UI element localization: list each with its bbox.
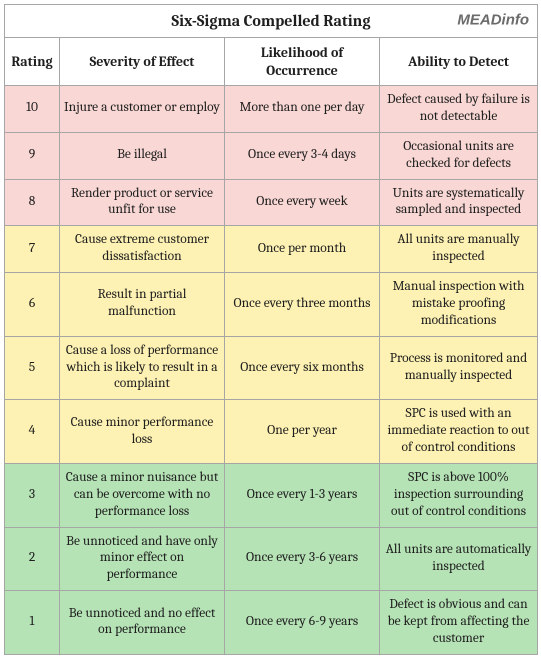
cell-likelihood: Once per month	[225, 226, 380, 273]
cell-detect: All units are manually inspected	[380, 226, 538, 273]
cell-rating: 5	[5, 336, 60, 400]
table-row: 1Be unnoticed and no effect on performan…	[5, 591, 538, 655]
cell-rating: 1	[5, 591, 60, 655]
table-row: 7Cause extreme customer dissatisfactionO…	[5, 226, 538, 273]
col-header-detect: Ability to Detect	[380, 38, 538, 86]
cell-severity: Render product or service unfit for use	[60, 179, 225, 226]
cell-likelihood: Once every six months	[225, 336, 380, 400]
col-header-likelihood: Likelihood of Occurrence	[225, 38, 380, 86]
title-row: Six-Sigma Compelled Rating MEADinfo	[5, 5, 538, 38]
cell-detect: Process is monitored and manually inspec…	[380, 336, 538, 400]
table-row: 3Cause a minor nuisance but can be overc…	[5, 463, 538, 527]
table-row: 8Render product or service unfit for use…	[5, 179, 538, 226]
col-header-rating: Rating	[5, 38, 60, 86]
cell-likelihood: Once every 1-3 years	[225, 463, 380, 527]
cell-likelihood: Once every three months	[225, 273, 380, 337]
table-title: Six-Sigma Compelled Rating	[172, 12, 371, 30]
title-cell: Six-Sigma Compelled Rating MEADinfo	[5, 5, 538, 38]
cell-likelihood: Once every 3-6 years	[225, 527, 380, 591]
cell-rating: 9	[5, 132, 60, 179]
cell-likelihood: More than one per day	[225, 86, 380, 133]
cell-severity: Be unnoticed and no effect on performanc…	[60, 591, 225, 655]
cell-rating: 2	[5, 527, 60, 591]
header-row: Rating Severity of Effect Likelihood of …	[5, 38, 538, 86]
cell-rating: 4	[5, 400, 60, 464]
cell-detect: Manual inspection with mistake proofing …	[380, 273, 538, 337]
cell-likelihood: Once every 6-9 years	[225, 591, 380, 655]
cell-severity: Cause a minor nuisance but can be overco…	[60, 463, 225, 527]
cell-detect: All units are automatically inspected	[380, 527, 538, 591]
table-row: 2Be unnoticed and have only minor effect…	[5, 527, 538, 591]
brand-label: MEADinfo	[457, 12, 529, 31]
cell-rating: 6	[5, 273, 60, 337]
cell-detect: Defect is obvious and can be kept from a…	[380, 591, 538, 655]
cell-likelihood: Once every 3-4 days	[225, 132, 380, 179]
cell-rating: 8	[5, 179, 60, 226]
cell-rating: 10	[5, 86, 60, 133]
cell-severity: Be illegal	[60, 132, 225, 179]
cell-detect: Units are systematically sampled and ins…	[380, 179, 538, 226]
cell-severity: Cause a loss of performance which is lik…	[60, 336, 225, 400]
cell-severity: Cause minor performance loss	[60, 400, 225, 464]
table-row: 6Result in partial malfunctionOnce every…	[5, 273, 538, 337]
cell-detect: Occasional units are checked for defects	[380, 132, 538, 179]
cell-severity: Injure a customer or employ	[60, 86, 225, 133]
cell-likelihood: One per year	[225, 400, 380, 464]
cell-likelihood: Once every week	[225, 179, 380, 226]
cell-detect: SPC is above 100% inspection surrounding…	[380, 463, 538, 527]
table-row: 10Injure a customer or employMore than o…	[5, 86, 538, 133]
table-row: 5Cause a loss of performance which is li…	[5, 336, 538, 400]
table-row: 9Be illegalOnce every 3-4 daysOccasional…	[5, 132, 538, 179]
rating-table: Six-Sigma Compelled Rating MEADinfo Rati…	[4, 4, 538, 655]
col-header-severity: Severity of Effect	[60, 38, 225, 86]
cell-rating: 7	[5, 226, 60, 273]
cell-severity: Be unnoticed and have only minor effect …	[60, 527, 225, 591]
table-row: 4Cause minor performance lossOne per yea…	[5, 400, 538, 464]
cell-rating: 3	[5, 463, 60, 527]
cell-severity: Cause extreme customer dissatisfaction	[60, 226, 225, 273]
cell-detect: Defect caused by failure is not detectab…	[380, 86, 538, 133]
cell-detect: SPC is used with an immediate reaction t…	[380, 400, 538, 464]
cell-severity: Result in partial malfunction	[60, 273, 225, 337]
